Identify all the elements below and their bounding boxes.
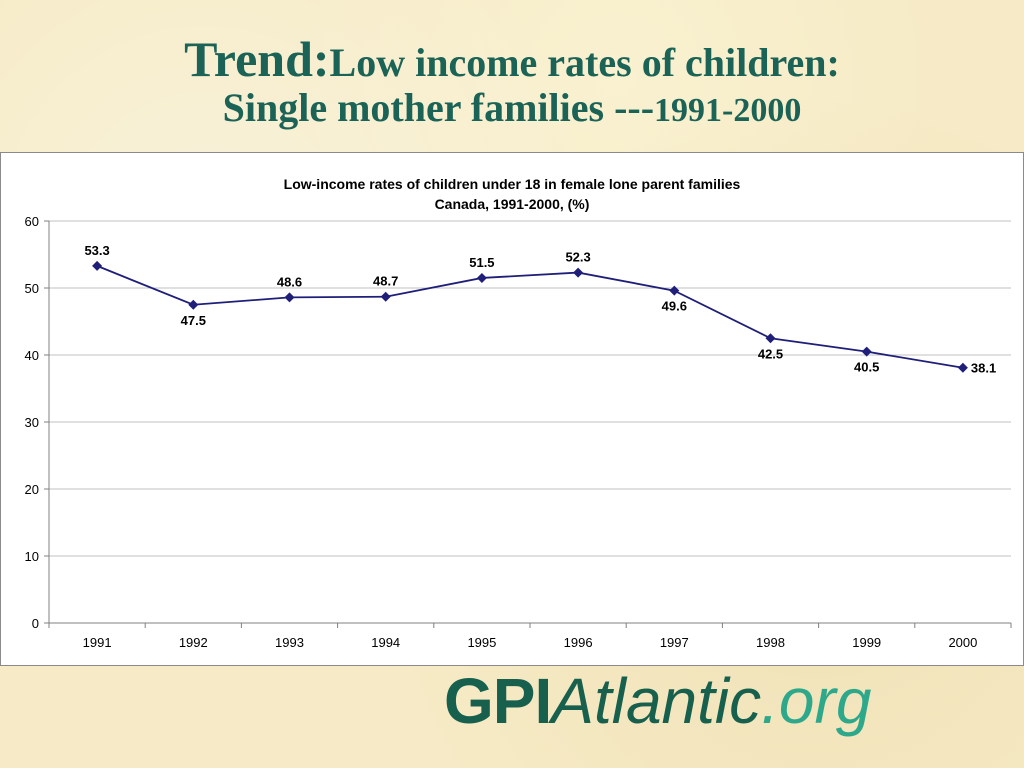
data-label: 53.3 (84, 243, 109, 258)
y-tick-label: 30 (25, 415, 39, 430)
data-point (92, 260, 103, 271)
x-tick-label: 1993 (275, 635, 304, 650)
data-label: 48.6 (277, 274, 302, 289)
title-rest: Low income rates of children: (329, 40, 840, 85)
data-label: 38.1 (971, 361, 996, 376)
data-point (669, 285, 680, 296)
data-point (573, 267, 584, 278)
y-tick-label: 50 (25, 281, 39, 296)
x-tick-label: 1999 (852, 635, 881, 650)
x-tick-label: 2000 (948, 635, 977, 650)
data-label: 48.7 (373, 274, 398, 289)
data-label: 51.5 (469, 255, 494, 270)
gpi-atlantic-logo: GPIAtlantic.org (444, 664, 871, 744)
chart-panel: Low-income rates of children under 18 in… (0, 152, 1024, 666)
y-tick-label: 0 (32, 616, 39, 631)
y-tick-label: 10 (25, 549, 39, 564)
title-years: 1991-2000 (654, 92, 802, 129)
title-line2: Single mother families --- (222, 85, 655, 130)
y-tick-label: 20 (25, 482, 39, 497)
title-prefix: Trend: (184, 31, 330, 87)
data-label: 42.5 (758, 346, 783, 361)
data-label: 47.5 (181, 313, 206, 328)
series-line (96, 265, 964, 369)
chart-subtitle: Canada, 1991-2000, (%) (435, 196, 590, 212)
data-label: 40.5 (854, 360, 879, 375)
y-tick-label: 40 (25, 348, 39, 363)
x-tick-label: 1996 (564, 635, 593, 650)
data-label: 52.3 (565, 250, 590, 265)
y-tick-label: 60 (25, 214, 39, 229)
data-point (957, 362, 968, 373)
x-tick-label: 1995 (467, 635, 496, 650)
x-tick-label: 1991 (83, 635, 112, 650)
data-point (476, 272, 487, 283)
x-tick-label: 1998 (756, 635, 785, 650)
data-label: 49.6 (662, 299, 687, 314)
chart-title: Low-income rates of children under 18 in… (284, 176, 741, 192)
data-point (861, 346, 872, 357)
data-point (284, 292, 295, 303)
x-tick-label: 1992 (179, 635, 208, 650)
data-point (188, 299, 199, 310)
data-point (765, 333, 776, 344)
data-point (380, 291, 391, 302)
slide-title: Trend:Low income rates of children: Sing… (0, 32, 1024, 130)
logo-gpi: GPI (444, 665, 552, 737)
logo-org: .org (761, 665, 872, 737)
x-tick-label: 1994 (371, 635, 400, 650)
line-chart: Low-income rates of children under 18 in… (25, 176, 1012, 650)
x-tick-label: 1997 (660, 635, 689, 650)
logo-atlantic: Atlantic (551, 665, 762, 737)
